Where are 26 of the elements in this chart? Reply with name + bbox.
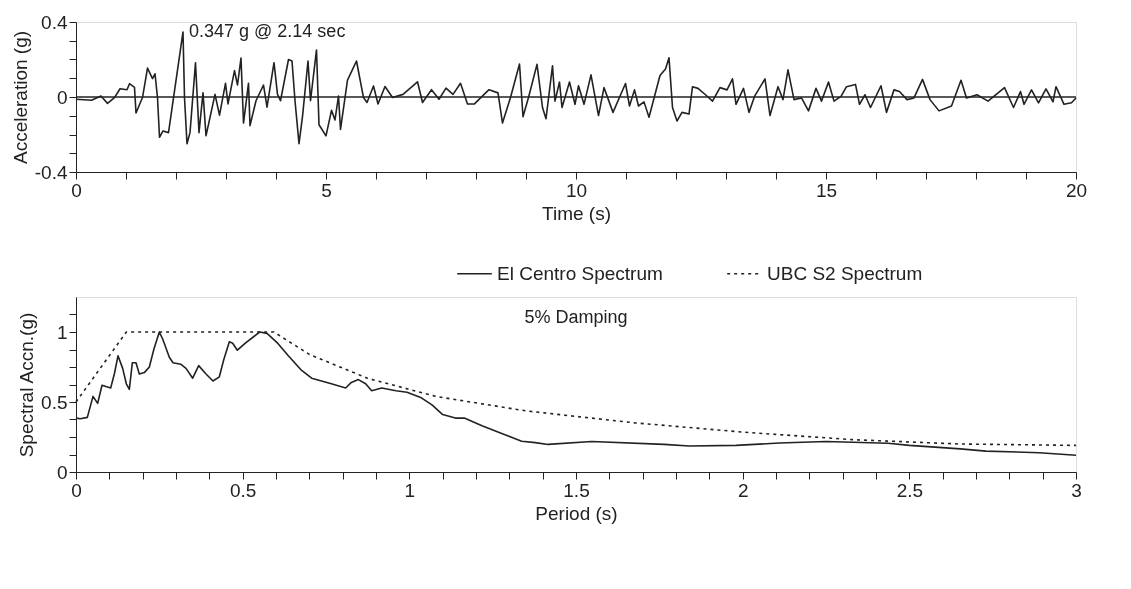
x-tick-label: 0.5: [229, 479, 257, 501]
x-tick-label: 1: [404, 479, 416, 501]
y-tick-label: 0.5: [41, 391, 68, 413]
annotation: 5% Damping: [524, 307, 628, 327]
x-tick-label: 0: [71, 179, 82, 201]
y-tick-label: 1: [56, 321, 68, 343]
x-tick-label: 2: [737, 479, 749, 501]
y-tick-label: 0.4: [41, 11, 68, 33]
y-tick-label: 0: [56, 86, 68, 108]
x-axis-title: Period (s): [535, 502, 618, 524]
x-tick-label: 20: [1065, 179, 1088, 201]
x-tick-label: 0: [71, 479, 82, 501]
annotation: 0.347 g @ 2.14 sec: [189, 20, 346, 41]
y-tick-label: 0: [56, 461, 68, 483]
x-tick-label: 10: [565, 179, 588, 201]
x-tick-label: 3: [1071, 479, 1082, 501]
x-tick-label: 2.5: [896, 479, 924, 501]
y-axis-title: Spectral Accn.(g): [16, 312, 38, 458]
x-tick-label: 5: [321, 179, 332, 201]
legend-label: UBC S2 Spectrum: [767, 262, 923, 284]
y-axis-title: Acceleration (g): [9, 30, 31, 165]
x-tick-label: 15: [815, 179, 838, 201]
x-axis-title: Time (s): [542, 202, 611, 224]
x-tick-label: 1.5: [563, 479, 590, 501]
legend-label: El Centro Spectrum: [497, 262, 663, 284]
y-tick-label: -0.4: [34, 161, 68, 183]
